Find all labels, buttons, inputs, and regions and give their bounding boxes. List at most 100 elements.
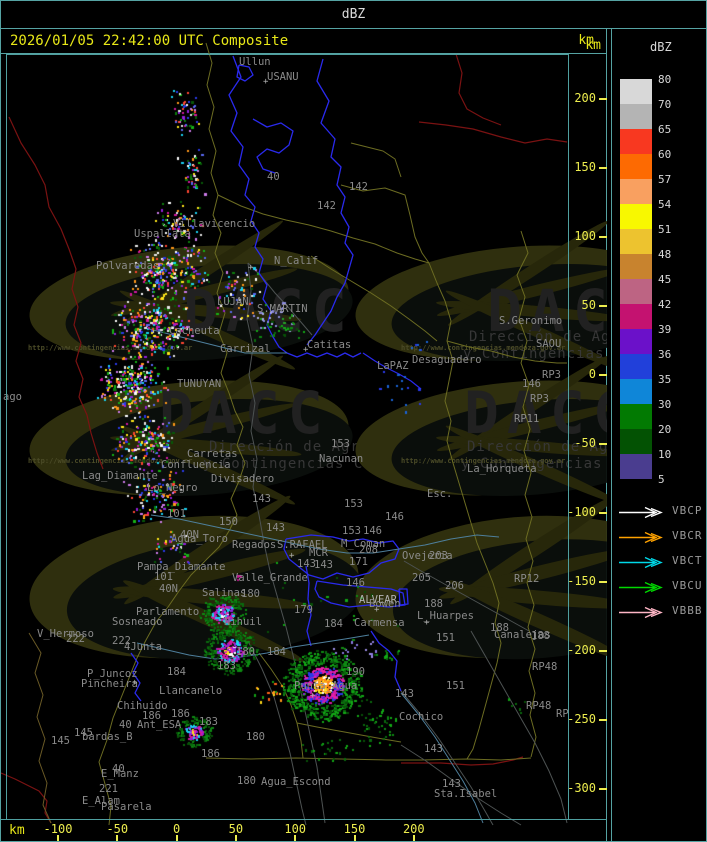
map-place-label: 145 xyxy=(74,727,93,739)
map-place-label: Carrizal xyxy=(220,343,271,355)
map-place-label: 40N xyxy=(180,529,199,541)
map-place-label: Chihuido xyxy=(117,700,168,712)
map-place-label: Canalejas xyxy=(494,629,551,641)
map-place-label: 153 xyxy=(331,438,350,450)
dbz-scale-value: 20 xyxy=(658,423,672,436)
bottom-axis-tick xyxy=(57,835,59,841)
vector-legend-label: VBCR xyxy=(672,529,703,542)
dbz-scale-value: 42 xyxy=(658,298,672,311)
window-title: dBZ xyxy=(1,1,706,29)
dbz-scale-value: 45 xyxy=(658,273,672,286)
map-place-label: Parlamento xyxy=(136,606,199,618)
vbct-arrow-icon xyxy=(619,556,663,569)
map-place-label: Divisadero xyxy=(211,473,274,485)
bottom-axis-tick xyxy=(353,835,356,841)
map-place-label: 190 xyxy=(346,666,365,678)
map-place-label: 222 xyxy=(112,635,131,647)
map-place-label: Uspallata xyxy=(134,228,191,240)
map-place-label: 143 xyxy=(442,778,461,790)
bottom-axis-tick xyxy=(116,835,119,841)
map-place-label: 183 xyxy=(217,660,236,672)
map-place-label: Pincheira xyxy=(81,678,138,690)
town-cross-marker: + xyxy=(310,691,316,701)
dbz-scale-value: 54 xyxy=(658,198,672,211)
map-place-label: 101 xyxy=(167,508,186,520)
map-place-label: Villavicencio xyxy=(173,218,255,230)
map-place-label: 146 xyxy=(346,577,365,589)
map-place-label: RP3 xyxy=(530,393,549,405)
map-place-label: 143 xyxy=(252,493,271,505)
map-place-label: 146 xyxy=(522,378,541,390)
map-place-label: Punta_Agua xyxy=(294,680,357,692)
dbz-scale-value: 70 xyxy=(658,98,672,111)
dbz-color-scale-panel: dBZ 80 70 65 60 57 54 51 48 45 42 39 36 35 30 20 10 5 VB… xyxy=(611,29,706,841)
scale-title: dBZ xyxy=(650,40,672,54)
map-place-label: Nihuil xyxy=(224,616,262,628)
map-place-label: S.RAFAEL xyxy=(277,539,328,551)
map-place-label: Carretas xyxy=(187,448,238,460)
map-place-label: ago xyxy=(3,391,22,403)
bottom-axis-tick-label: 200 xyxy=(402,822,425,836)
right-axis-tick xyxy=(599,443,607,445)
bottom-axis-tick xyxy=(234,835,237,841)
map-place-label: S.MARTIN xyxy=(257,303,308,315)
dbz-scale-value: 39 xyxy=(658,323,672,336)
vbcp-arrow-icon xyxy=(619,506,663,519)
right-axis-tick xyxy=(599,98,607,100)
right-axis-tick-label: -300 xyxy=(567,781,596,795)
map-place-label: Lag_Diamante xyxy=(82,470,158,482)
right-axis-tick xyxy=(599,581,607,583)
dbz-scale-value: 35 xyxy=(658,373,672,386)
bottom-axis-tick-label: 0 xyxy=(172,822,181,836)
bottom-axis-tick xyxy=(412,835,415,841)
map-place-label: E_Alam xyxy=(82,795,120,807)
vector-legend-label: VBBB xyxy=(672,604,703,617)
right-axis-tick-label: -50 xyxy=(574,436,596,450)
map-place-label: 206 xyxy=(445,580,464,592)
map-place-label: P_Juncoz xyxy=(87,668,138,680)
vector-legend-row: VBCT xyxy=(618,554,706,569)
map-place-label: 188 xyxy=(531,630,550,642)
map-place-label: 101 xyxy=(154,571,173,583)
map-place-label: 186 xyxy=(142,710,161,722)
map-place-label: Bowen xyxy=(369,598,401,610)
dbz-swatch xyxy=(620,229,652,254)
map-place-label: 145 xyxy=(51,735,70,747)
town-cross-marker: + xyxy=(374,605,380,615)
map-place-label: 153 xyxy=(344,498,363,510)
right-axis-tick xyxy=(599,788,607,790)
right-axis-tick-label: -100 xyxy=(567,505,596,519)
map-place-label: S.Geronimo xyxy=(499,315,562,327)
dbz-swatch xyxy=(620,279,652,304)
map-place-label: 4Junta xyxy=(124,641,162,653)
dbz-scale-value: 10 xyxy=(658,448,672,461)
map-place-label: ALVEAR xyxy=(359,594,398,606)
town-cross-marker: + xyxy=(303,345,309,355)
dbz-swatch xyxy=(620,79,652,104)
map-place-label: 146 xyxy=(363,525,382,537)
map-place-label: 142 xyxy=(349,181,368,193)
map-place-label: L_Huarpes xyxy=(417,610,474,622)
map-place-label: RP12 xyxy=(514,573,539,585)
map-place-label: 180 xyxy=(236,646,255,658)
dbz-scale-value: 57 xyxy=(658,173,672,186)
bottom-axis-tick xyxy=(294,835,297,841)
map-place-label: Valle_Grande xyxy=(232,572,308,584)
map-place-label: 40 xyxy=(112,763,125,775)
map-place-label: E_Manz xyxy=(101,768,139,780)
right-axis-unit: km xyxy=(585,38,601,53)
right-axis-tick-label: -200 xyxy=(567,643,596,657)
vector-legend-row: VBCU xyxy=(618,579,706,594)
right-axis-tick xyxy=(599,236,607,238)
map-place-label: 186 xyxy=(171,708,190,720)
map-place-label: Ovejeria xyxy=(402,550,453,562)
map-place-label: 151 xyxy=(446,680,465,692)
map-place-label: 203 xyxy=(429,550,448,562)
map-place-label: 146 xyxy=(385,511,404,523)
arrow-part xyxy=(644,606,658,619)
map-place-label: 150 xyxy=(219,516,238,528)
map-place-label: RP48 xyxy=(526,700,551,712)
map-place-label: 142 xyxy=(317,200,336,212)
map-place-label: USANU xyxy=(267,71,299,83)
vector-legend-row: VBCP xyxy=(618,504,706,519)
